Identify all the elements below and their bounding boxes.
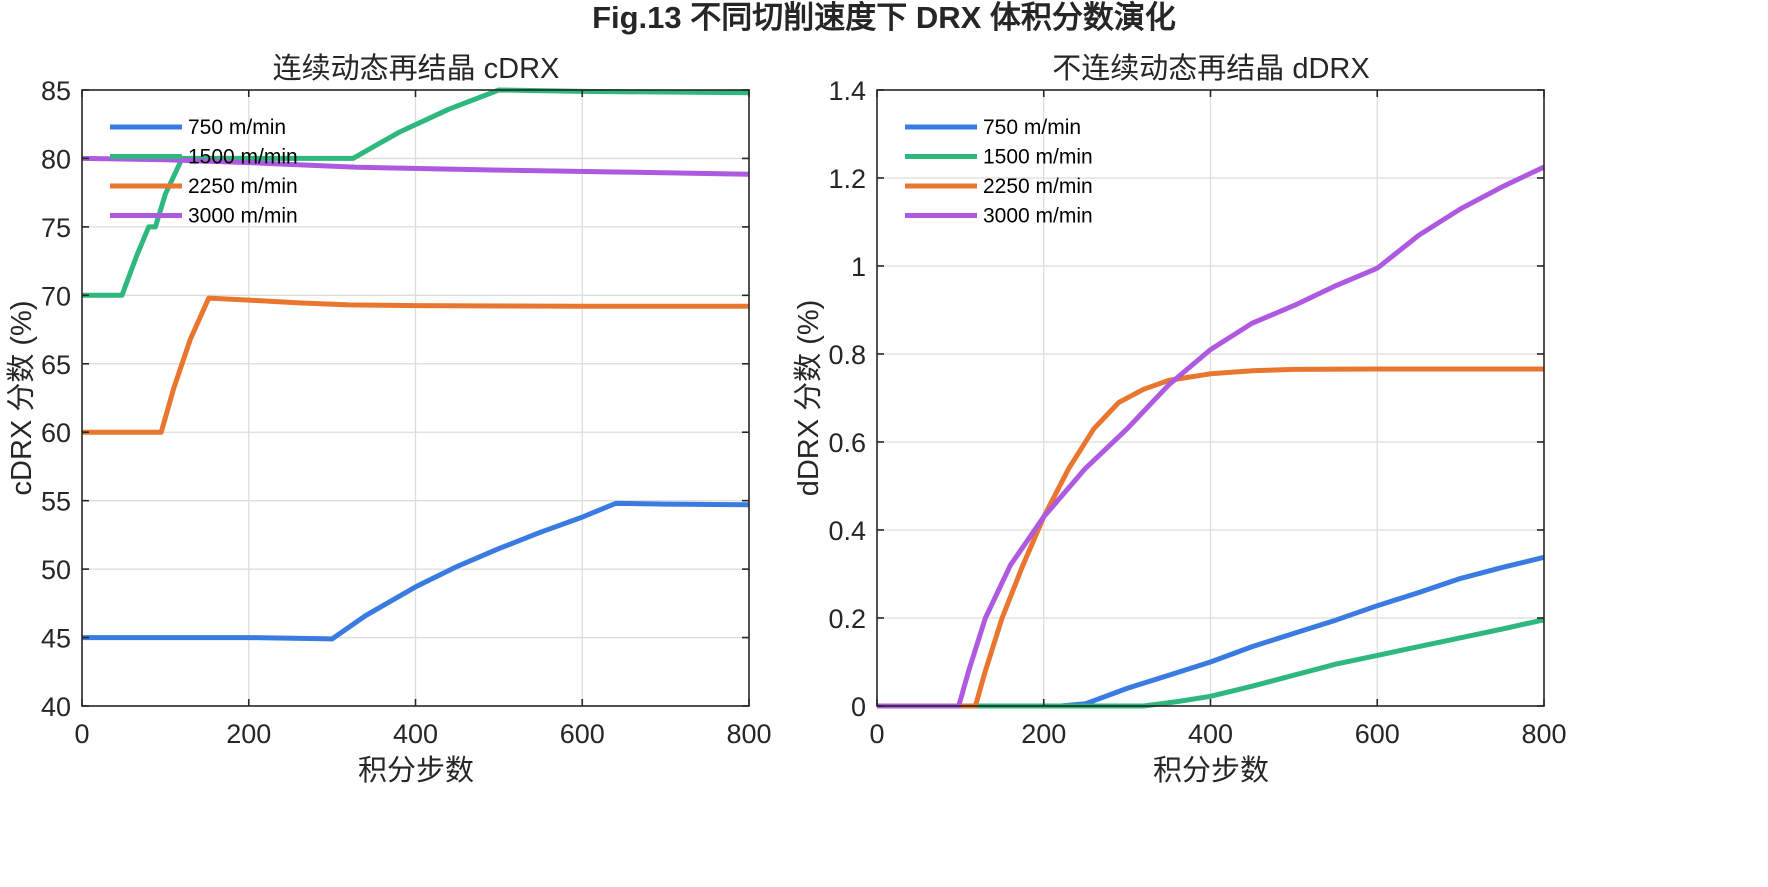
- cdrx-x-tick-label: 200: [226, 719, 271, 749]
- cdrx-legend-item-1500: 1500 m/min: [110, 146, 298, 169]
- ddrx-y-tick-label: 0.6: [828, 428, 866, 458]
- cdrx-series-3000: [81, 155, 750, 177]
- ddrx-y-tick-label: 0.4: [828, 516, 866, 546]
- cdrx-y-ticks: 40 45 50 55 60 65 70 75 80 85: [41, 76, 749, 722]
- cdrx-legend-item-3000: 3000 m/min: [110, 205, 298, 228]
- cdrx-series: [81, 87, 750, 642]
- cdrx-legend-item-2250: 2250 m/min: [110, 175, 298, 198]
- ddrx-chart-title: 不连续动态再结晶 dDRX: [1052, 52, 1369, 85]
- legend-label: 3000 m/min: [983, 205, 1093, 228]
- cdrx-x-tick-label: 800: [726, 719, 771, 749]
- cdrx-y-tick-label: 85: [41, 76, 71, 106]
- cdrx-y-tick-label: 55: [41, 487, 71, 517]
- ddrx-x-tick-label: 600: [1355, 719, 1400, 749]
- ddrx-legend-item-2250: 2250 m/min: [905, 175, 1093, 198]
- cdrx-x-tick-label: 0: [74, 719, 89, 749]
- cdrx-series-750: [82, 500, 750, 642]
- legend-label: 750 m/min: [188, 116, 286, 139]
- ddrx-chart: 不连续动态再结晶 dDRX 0 200 400 600 800 0 0.2 0.4 0.6 0.…: [792, 52, 1567, 787]
- cdrx-y-tick-label: 70: [41, 281, 71, 311]
- cdrx-series-2250: [82, 295, 749, 435]
- cdrx-y-axis-label: cDRX 分数 (%): [5, 301, 38, 496]
- ddrx-x-axis-label: 积分步数: [1153, 754, 1269, 787]
- ddrx-y-tick-label: 0.2: [828, 604, 866, 634]
- ddrx-x-tick-label: 0: [869, 719, 884, 749]
- legend-label: 2250 m/min: [188, 175, 298, 198]
- cdrx-x-axis-label: 积分步数: [358, 754, 474, 787]
- ddrx-legend: 750 m/min 1500 m/min 2250 m/min 3000 m/min: [905, 116, 1093, 228]
- cdrx-x-tick-label: 600: [560, 719, 605, 749]
- ddrx-x-tick-label: 800: [1521, 719, 1566, 749]
- legend-label: 1500 m/min: [188, 146, 298, 169]
- ddrx-y-tick-label: 1.2: [828, 164, 866, 194]
- cdrx-legend: 750 m/min 1500 m/min 2250 m/min 3000 m/min: [110, 116, 298, 228]
- ddrx-legend-item-3000: 3000 m/min: [905, 205, 1093, 228]
- cdrx-chart: 连续动态再结晶 cDRX 0 200 400 600 800 40 45 50 55 60 65 7…: [5, 52, 772, 787]
- ddrx-x-ticks: 0 200 400 600 800: [869, 90, 1567, 749]
- cdrx-y-tick-label: 75: [41, 213, 71, 243]
- ddrx-y-tick-label: 0: [851, 692, 866, 722]
- cdrx-series-1500: [82, 87, 750, 298]
- cdrx-y-tick-label: 65: [41, 350, 71, 380]
- cdrx-legend-item-750: 750 m/min: [110, 116, 286, 139]
- figure-title: Fig.13 不同切削速度下 DRX 体积分数演化: [592, 0, 1176, 35]
- legend-label: 750 m/min: [983, 116, 1081, 139]
- ddrx-legend-item-750: 750 m/min: [905, 116, 1081, 139]
- cdrx-y-tick-label: 45: [41, 624, 71, 654]
- ddrx-y-tick-label: 0.8: [828, 340, 866, 370]
- ddrx-series-3000: [877, 164, 1546, 709]
- cdrx-y-tick-label: 50: [41, 555, 71, 585]
- ddrx-series-2250: [877, 366, 1544, 709]
- legend-label: 2250 m/min: [983, 175, 1093, 198]
- ddrx-x-tick-label: 200: [1021, 719, 1066, 749]
- ddrx-series-750: [877, 554, 1545, 709]
- ddrx-y-tick-label: 1: [851, 252, 866, 282]
- ddrx-legend-item-1500: 1500 m/min: [905, 146, 1093, 169]
- ddrx-y-axis-label: dDRX 分数 (%): [792, 300, 825, 497]
- cdrx-y-tick-label: 60: [41, 418, 71, 448]
- cdrx-chart-title: 连续动态再结晶 cDRX: [273, 52, 560, 85]
- ddrx-x-tick-label: 400: [1188, 719, 1233, 749]
- cdrx-grid: [82, 90, 749, 706]
- ddrx-y-ticks: 0 0.2 0.4 0.6 0.8 1 1.2 1.4: [828, 76, 1544, 722]
- ddrx-grid: [877, 90, 1544, 706]
- ddrx-y-tick-label: 1.4: [828, 76, 866, 106]
- cdrx-x-tick-label: 400: [393, 719, 438, 749]
- cdrx-y-tick-label: 40: [41, 692, 71, 722]
- legend-label: 3000 m/min: [188, 205, 298, 228]
- legend-label: 1500 m/min: [983, 146, 1093, 169]
- cdrx-y-tick-label: 80: [41, 144, 71, 174]
- cdrx-x-ticks: 0 200 400 600 800: [74, 90, 772, 749]
